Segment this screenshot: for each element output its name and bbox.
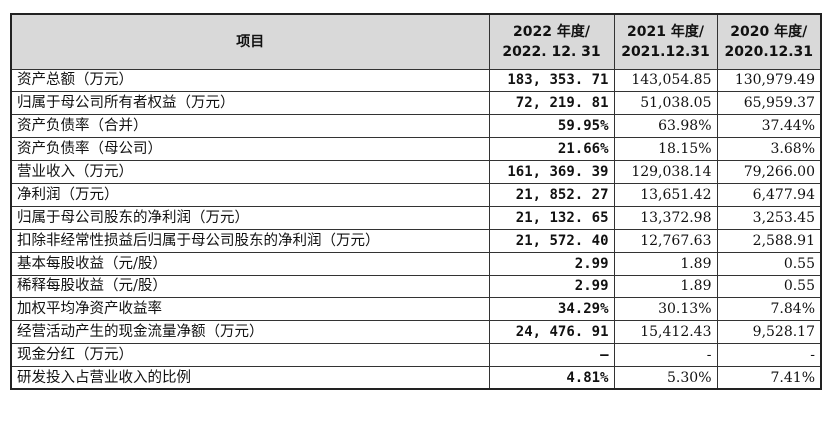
- table-row: 基本每股收益（元/股） 2.99 1.89 0.55: [10, 251, 822, 276]
- value-2021: 18.15%: [613, 137, 718, 162]
- value-2021: 63.98%: [613, 114, 718, 139]
- value-2020: 0.55: [716, 274, 822, 299]
- value-2021: -: [613, 343, 718, 368]
- value-2020: 7.84%: [716, 297, 822, 322]
- value-2022: 161, 369. 39: [488, 160, 615, 184]
- row-label: 净利润（万元）: [10, 182, 490, 207]
- row-label: 基本每股收益（元/股）: [10, 251, 490, 276]
- value-2021: 13,651.42: [613, 182, 718, 207]
- value-2022: 24, 476. 91: [488, 320, 615, 345]
- table-row: 经营活动产生的现金流量净额（万元） 24, 476. 91 15,412.43 9,5…: [10, 320, 822, 345]
- header-2022: 2022 年度/ 2022. 12. 31: [488, 13, 615, 70]
- row-label: 资产总额（万元）: [10, 68, 490, 93]
- value-2022: 2.99: [488, 274, 615, 299]
- row-label: 加权平均净资产收益率: [10, 297, 490, 322]
- value-2021: 12,767.63: [613, 228, 718, 253]
- header-row: 项目 2022 年度/ 2022. 12. 31 2021 年度/ 2021.1…: [10, 13, 822, 70]
- row-label: 归属于母公司股东的净利润（万元）: [10, 205, 490, 230]
- value-2022: 21, 572. 40: [488, 228, 615, 253]
- row-label: 资产负债率（合并）: [10, 114, 490, 139]
- header-2021: 2021 年度/ 2021.12.31: [613, 13, 718, 70]
- value-2022: 21, 852. 27: [488, 182, 615, 207]
- value-2022: 4.81%: [488, 366, 615, 390]
- header-2020-period: 2020 年度/: [730, 23, 808, 40]
- row-label: 资产负债率（母公司）: [10, 137, 490, 162]
- value-2020: 3,253.45: [716, 205, 822, 230]
- value-2022: 2.99: [488, 251, 615, 276]
- table-row: 研发投入占营业收入的比例 4.81% 5.30% 7.41%: [10, 366, 822, 390]
- value-2022: 183, 353. 71: [488, 68, 615, 93]
- header-2020: 2020 年度/ 2020.12.31: [716, 13, 822, 70]
- header-2022-date: 2022. 12. 31: [502, 43, 601, 60]
- value-2020: 6,477.94: [716, 182, 822, 207]
- header-2022-period: 2022 年度/: [513, 23, 590, 40]
- value-2020: -: [716, 343, 822, 368]
- table-row: 归属于母公司股东的净利润（万元） 21, 132. 65 13,372.98 3,25…: [10, 205, 822, 230]
- value-2020: 2,588.91: [716, 228, 822, 253]
- value-2021: 5.30%: [613, 366, 718, 390]
- table-row: 净利润（万元） 21, 852. 27 13,651.42 6,477.94: [10, 182, 822, 207]
- table-row: 归属于母公司所有者权益（万元） 72, 219. 81 51,038.05 65,95…: [10, 91, 822, 116]
- value-2020: 0.55: [716, 251, 822, 276]
- value-2022: 21, 132. 65: [488, 205, 615, 230]
- row-label: 研发投入占营业收入的比例: [10, 366, 490, 390]
- table-row: 营业收入（万元） 161, 369. 39 129,038.14 79,266.00: [10, 160, 822, 184]
- table-row: 稀释每股收益（元/股） 2.99 1.89 0.55: [10, 274, 822, 299]
- row-label: 营业收入（万元）: [10, 160, 490, 184]
- header-item: 项目: [10, 13, 490, 70]
- value-2020: 7.41%: [716, 366, 822, 390]
- table-header: 项目 2022 年度/ 2022. 12. 31 2021 年度/ 2021.1…: [10, 13, 822, 70]
- value-2021: 15,412.43: [613, 320, 718, 345]
- value-2021: 51,038.05: [613, 91, 718, 116]
- table-row: 资产负债率（母公司） 21.66% 18.15% 3.68%: [10, 137, 822, 162]
- value-2021: 30.13%: [613, 297, 718, 322]
- table-body: 资产总额（万元） 183, 353. 71 143,054.85 130,979.49…: [10, 68, 822, 390]
- value-2021: 1.89: [613, 251, 718, 276]
- table-row: 资产总额（万元） 183, 353. 71 143,054.85 130,979.49: [10, 68, 822, 93]
- value-2020: 130,979.49: [716, 68, 822, 93]
- value-2020: 3.68%: [716, 137, 822, 162]
- value-2021: 1.89: [613, 274, 718, 299]
- table-row: 加权平均净资产收益率 34.29% 30.13% 7.84%: [10, 297, 822, 322]
- value-2022: 34.29%: [488, 297, 615, 322]
- value-2022: 59.95%: [488, 114, 615, 139]
- header-2020-date: 2020.12.31: [724, 43, 814, 60]
- value-2022: 72, 219. 81: [488, 91, 615, 116]
- value-2021: 13,372.98: [613, 205, 718, 230]
- value-2020: 65,959.37: [716, 91, 822, 116]
- value-2021: 143,054.85: [613, 68, 718, 93]
- table-row: 现金分红（万元） – - -: [10, 343, 822, 368]
- value-2020: 37.44%: [716, 114, 822, 139]
- financial-indicators-table: 项目 2022 年度/ 2022. 12. 31 2021 年度/ 2021.1…: [10, 13, 822, 391]
- table-row: 扣除非经常性损益后归属于母公司股东的净利润（万元） 21, 572. 40 12,7…: [10, 228, 822, 253]
- row-label: 归属于母公司所有者权益（万元）: [10, 91, 490, 116]
- header-2021-period: 2021 年度/: [627, 23, 704, 40]
- value-2021: 129,038.14: [613, 160, 718, 184]
- value-2022: 21.66%: [488, 137, 615, 162]
- row-label: 经营活动产生的现金流量净额（万元）: [10, 320, 490, 345]
- financial-table-container: 项目 2022 年度/ 2022. 12. 31 2021 年度/ 2021.1…: [10, 13, 822, 391]
- table-row: 资产负债率（合并） 59.95% 63.98% 37.44%: [10, 114, 822, 139]
- row-label: 扣除非经常性损益后归属于母公司股东的净利润（万元）: [10, 228, 490, 253]
- row-label: 现金分红（万元）: [10, 343, 490, 368]
- header-2021-date: 2021.12.31: [621, 43, 710, 60]
- row-label: 稀释每股收益（元/股）: [10, 274, 490, 299]
- value-2020: 79,266.00: [716, 160, 822, 184]
- value-2020: 9,528.17: [716, 320, 822, 345]
- value-2022: –: [488, 343, 615, 368]
